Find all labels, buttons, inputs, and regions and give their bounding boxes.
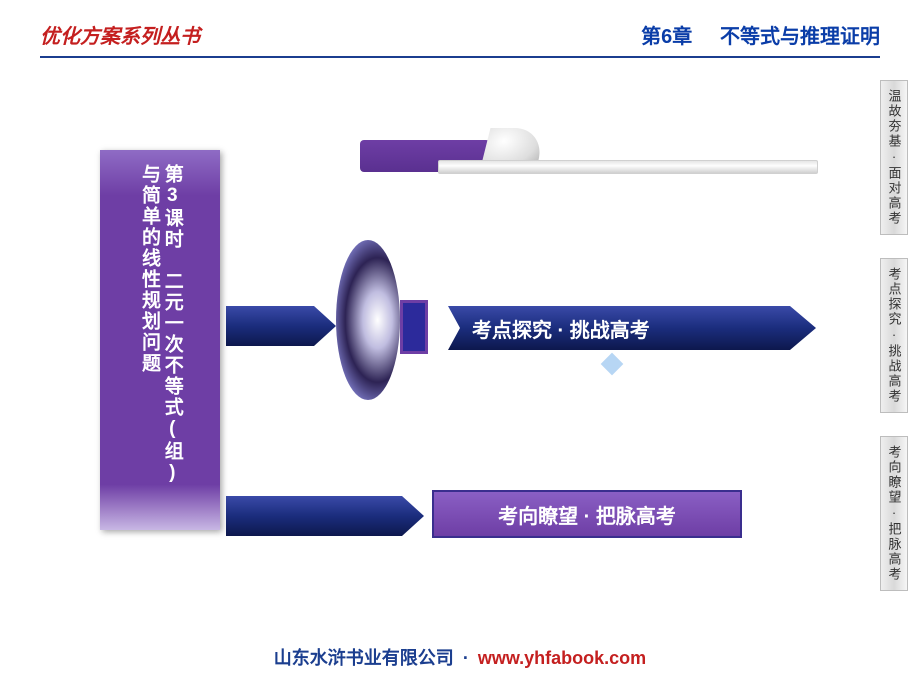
- arrow-shape: [226, 496, 424, 536]
- footer-dot: ·: [463, 648, 469, 668]
- sidebar-tab-3[interactable]: 考向瞭望·把脉高考: [880, 436, 908, 591]
- sidebar-tab-1[interactable]: 温故夯基·面对高考: [880, 80, 908, 235]
- lesson-title-line2: 与简单的线性规划问题: [139, 164, 160, 374]
- footer: 山东水浒书业有限公司 · www.yhfabook.com: [0, 644, 920, 670]
- lesson-banner: 第3课时 二元一次不等式(组) 与简单的线性规划问题: [100, 150, 220, 530]
- footer-url[interactable]: www.yhfabook.com: [478, 648, 646, 668]
- chapter-number: 第6章: [641, 26, 692, 48]
- lesson-title-vertical: 第3课时 二元一次不等式(组) 与简单的线性规划问题: [137, 150, 183, 485]
- arrow-feed-center: [226, 306, 336, 346]
- sidebar-tab-2[interactable]: 考点探究·挑战高考: [880, 258, 908, 413]
- series-title: 优化方案系列丛书: [40, 26, 200, 48]
- header-rule: [40, 56, 880, 58]
- arrow-center[interactable]: 考点探究 · 挑战高考: [448, 306, 816, 350]
- chapter-block: 第6章 不等式与推理证明: [641, 20, 880, 49]
- diamond-icon: [601, 353, 624, 376]
- bottom-box-label: 考向瞭望 · 把脉高考: [498, 500, 676, 529]
- right-sidebar: 温故夯基·面对高考 考点探究·挑战高考 考向瞭望·把脉高考: [880, 80, 908, 614]
- blue-stub: [400, 300, 428, 354]
- chapter-title: 不等式与推理证明: [720, 26, 880, 48]
- arrow-center-label: 考点探究 · 挑战高考: [472, 314, 650, 343]
- grey-long-bar: [438, 160, 818, 174]
- lesson-title-line1: 第3课时 二元一次不等式(组): [162, 164, 183, 485]
- ellipse-decor: [336, 240, 400, 400]
- bottom-box[interactable]: 考向瞭望 · 把脉高考: [432, 490, 742, 538]
- footer-company: 山东水浒书业有限公司: [274, 648, 454, 668]
- slide-header: 优化方案系列丛书 第6章 不等式与推理证明: [40, 20, 880, 56]
- arrow-shape: [226, 306, 336, 346]
- arrow-feed-bottom: [226, 496, 424, 536]
